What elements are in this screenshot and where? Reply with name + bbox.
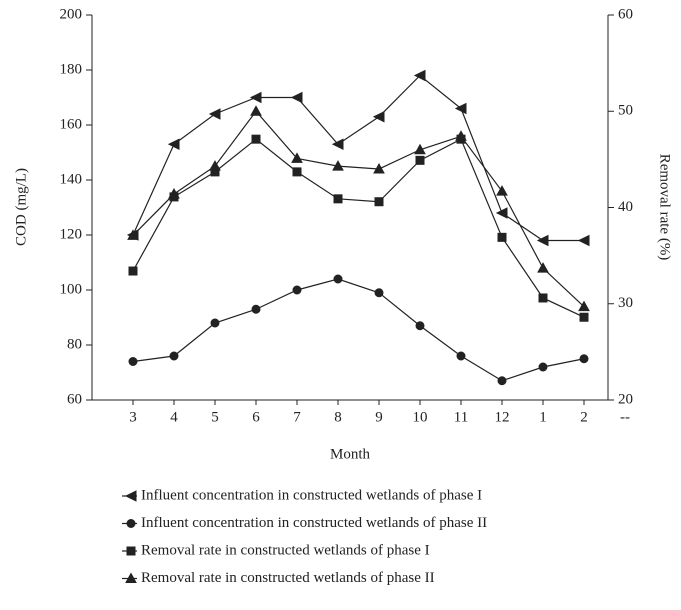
point <box>251 134 261 144</box>
y-tick-label: 60 <box>67 391 82 407</box>
point <box>495 207 508 219</box>
x-tick-label: 8 <box>334 409 342 425</box>
point <box>128 266 138 276</box>
point <box>292 285 302 295</box>
x-tick-label: 10 <box>413 409 428 425</box>
point <box>579 354 589 364</box>
point <box>456 351 466 361</box>
x-tick-label: 6 <box>252 409 260 425</box>
x-tick-label: 1 <box>539 409 547 425</box>
point <box>455 130 467 141</box>
point <box>208 108 221 120</box>
y2-tick-label: 60 <box>618 6 633 22</box>
x-tick-label: 9 <box>375 409 383 425</box>
y2-tick-label: 50 <box>618 103 633 119</box>
point <box>291 152 303 163</box>
point <box>374 288 384 298</box>
point <box>538 293 548 303</box>
point <box>169 351 179 361</box>
point <box>372 110 385 123</box>
x-axis-label: Month <box>330 446 371 462</box>
point <box>251 304 261 314</box>
legend-label: Removal rate in constructed wetlands of … <box>141 542 430 558</box>
point <box>414 143 426 155</box>
point <box>332 160 344 171</box>
x-tick-label: -- <box>620 409 630 425</box>
x-tick-label: 3 <box>129 409 137 425</box>
series-line <box>132 74 584 242</box>
legend-label: Influent concentration in constructed we… <box>141 487 482 503</box>
point <box>413 69 426 82</box>
point <box>454 102 467 115</box>
point <box>538 362 548 372</box>
point <box>333 274 343 284</box>
series-line <box>132 110 585 308</box>
point <box>333 194 343 204</box>
point <box>497 376 507 386</box>
y-tick-label: 100 <box>60 281 83 297</box>
x-tick-label: 12 <box>495 409 510 425</box>
x-tick-label: 11 <box>454 409 468 425</box>
y2-tick-label: 40 <box>618 199 633 215</box>
point <box>209 160 221 171</box>
point <box>374 197 384 207</box>
y-tick-label: 80 <box>67 336 82 352</box>
y-tick-label: 200 <box>60 6 83 22</box>
point <box>331 138 344 151</box>
point <box>128 357 138 366</box>
point <box>497 232 507 242</box>
x-tick-label: 2 <box>580 409 588 425</box>
point <box>373 162 385 174</box>
x-tick-label: 5 <box>211 409 219 425</box>
point <box>415 155 425 165</box>
y2-tick-label: 30 <box>618 295 633 311</box>
point <box>536 234 549 247</box>
legend-label: Influent concentration in constructed we… <box>141 515 487 531</box>
legend-marker <box>126 519 136 528</box>
series-line <box>132 138 585 318</box>
y-tick-label: 140 <box>60 171 83 187</box>
point <box>415 321 425 331</box>
legend-marker <box>125 572 137 583</box>
legend-label: Removal rate in constructed wetlands of … <box>141 570 435 586</box>
point <box>537 262 549 273</box>
point <box>249 91 262 104</box>
point <box>250 105 262 116</box>
y-axis-label: COD (mg/L) <box>13 168 29 246</box>
legend-marker <box>124 490 137 502</box>
x-tick-label: 4 <box>170 409 178 425</box>
legend-marker <box>126 546 136 556</box>
point <box>168 187 180 199</box>
y-tick-label: 120 <box>60 226 83 242</box>
point <box>127 229 139 240</box>
point <box>292 167 302 177</box>
point <box>577 234 590 247</box>
point <box>496 185 508 196</box>
series-line <box>132 278 585 382</box>
y2-tick-label: 20 <box>618 391 633 407</box>
point <box>578 300 590 312</box>
x-tick-label: 7 <box>293 409 301 425</box>
point <box>210 318 220 328</box>
y2-axis-label: Removal rate (%) <box>657 154 673 261</box>
point <box>290 91 303 104</box>
y-tick-label: 160 <box>60 116 83 132</box>
y-tick-label: 180 <box>60 61 83 77</box>
point <box>167 138 180 151</box>
point <box>579 312 589 322</box>
